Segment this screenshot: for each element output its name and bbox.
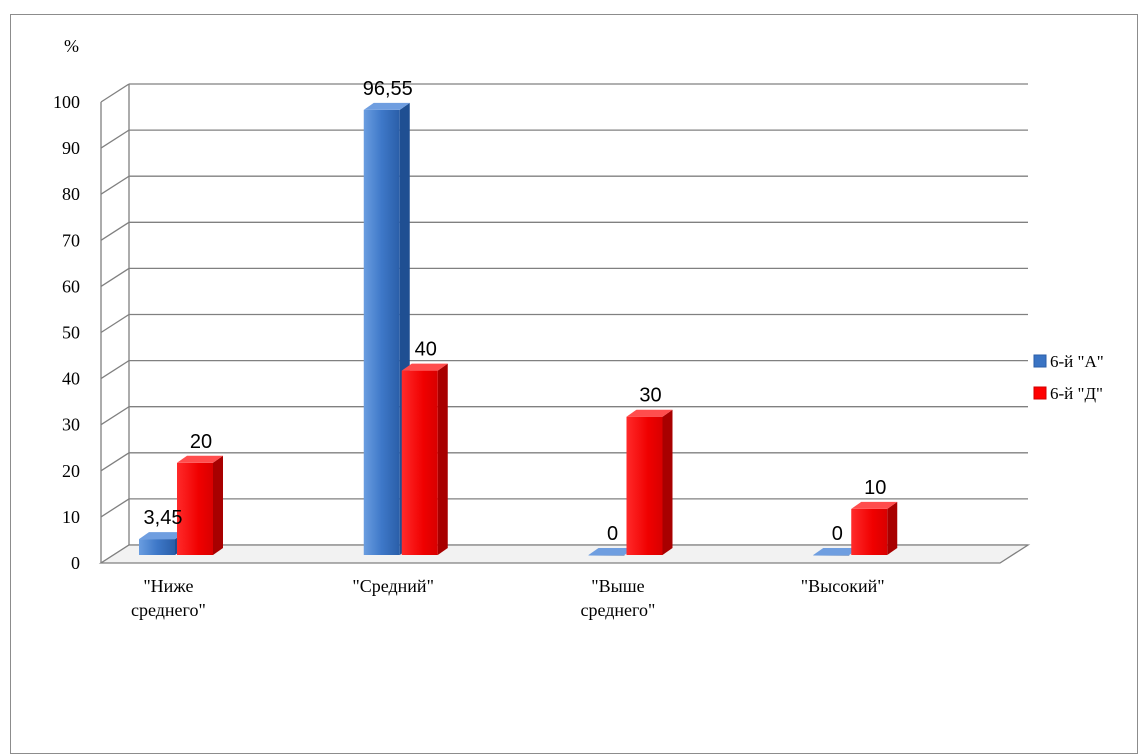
y-tick-label: 60 bbox=[62, 276, 80, 296]
legend-label: 6-й "А" bbox=[1050, 352, 1104, 371]
gridline-side bbox=[100, 267, 130, 287]
y-tick-label: 100 bbox=[53, 92, 80, 112]
legend-swatch bbox=[1033, 354, 1047, 368]
gridline-side bbox=[100, 129, 130, 149]
y-axis-title: % bbox=[64, 36, 79, 56]
gridline-side bbox=[100, 498, 130, 518]
data-label: 40 bbox=[415, 339, 437, 361]
gridline-side bbox=[100, 313, 130, 334]
gridline-side bbox=[100, 360, 130, 380]
y-tick-label: 0 bbox=[71, 553, 80, 573]
y-tick-label: 10 bbox=[62, 507, 80, 527]
gridline-side bbox=[100, 83, 130, 103]
bar bbox=[177, 455, 223, 555]
x-axis-labels: "Ниже среднего" "Средний" "Выше среднего" "Вы… bbox=[131, 576, 885, 620]
bars bbox=[139, 102, 898, 556]
gridline-side bbox=[100, 175, 130, 195]
gridline-side bbox=[100, 452, 130, 472]
chart-floor bbox=[98, 544, 1031, 564]
bar bbox=[401, 363, 448, 555]
gridline-side bbox=[100, 221, 130, 241]
y-tick-label: 50 bbox=[62, 323, 80, 343]
y-tick-label: 40 bbox=[62, 369, 80, 389]
y-tick-label: 70 bbox=[62, 230, 80, 250]
x-tick-label: "Средний" bbox=[352, 576, 434, 596]
x-tick-label: "Выше среднего" bbox=[581, 576, 656, 620]
x-tick-label: "Ниже среднего" bbox=[131, 576, 206, 620]
data-label: 20 bbox=[190, 431, 212, 453]
legend-swatch bbox=[1033, 386, 1047, 400]
y-tick-label: 90 bbox=[62, 138, 80, 158]
data-label: 30 bbox=[639, 385, 661, 407]
bar bbox=[813, 548, 860, 556]
gridline-side bbox=[100, 406, 130, 426]
y-tick-label: 80 bbox=[62, 184, 80, 204]
y-tick-label: 30 bbox=[62, 415, 80, 435]
bar bbox=[851, 501, 898, 555]
chart-frame bbox=[10, 14, 1138, 754]
data-label: 0 bbox=[832, 523, 843, 545]
data-label: 96,55 bbox=[363, 78, 413, 100]
data-label: 3,45 bbox=[144, 507, 183, 529]
x-tick-label: "Высокий" bbox=[801, 576, 885, 596]
data-label: 0 bbox=[607, 523, 618, 545]
legend: 6-й "А" 6-й "Д" bbox=[1033, 352, 1104, 403]
y-tick-label: 20 bbox=[62, 461, 80, 481]
legend-label: 6-й "Д" bbox=[1050, 384, 1103, 403]
data-labels: 3,45 20 96,55 40 0 30 0 10 bbox=[144, 78, 887, 545]
data-label: 10 bbox=[864, 477, 886, 499]
y-axis: 0 10 20 30 40 50 60 70 80 90 100 bbox=[53, 84, 130, 573]
bar bbox=[588, 548, 635, 556]
grid bbox=[98, 83, 1031, 564]
bar bbox=[626, 409, 673, 555]
